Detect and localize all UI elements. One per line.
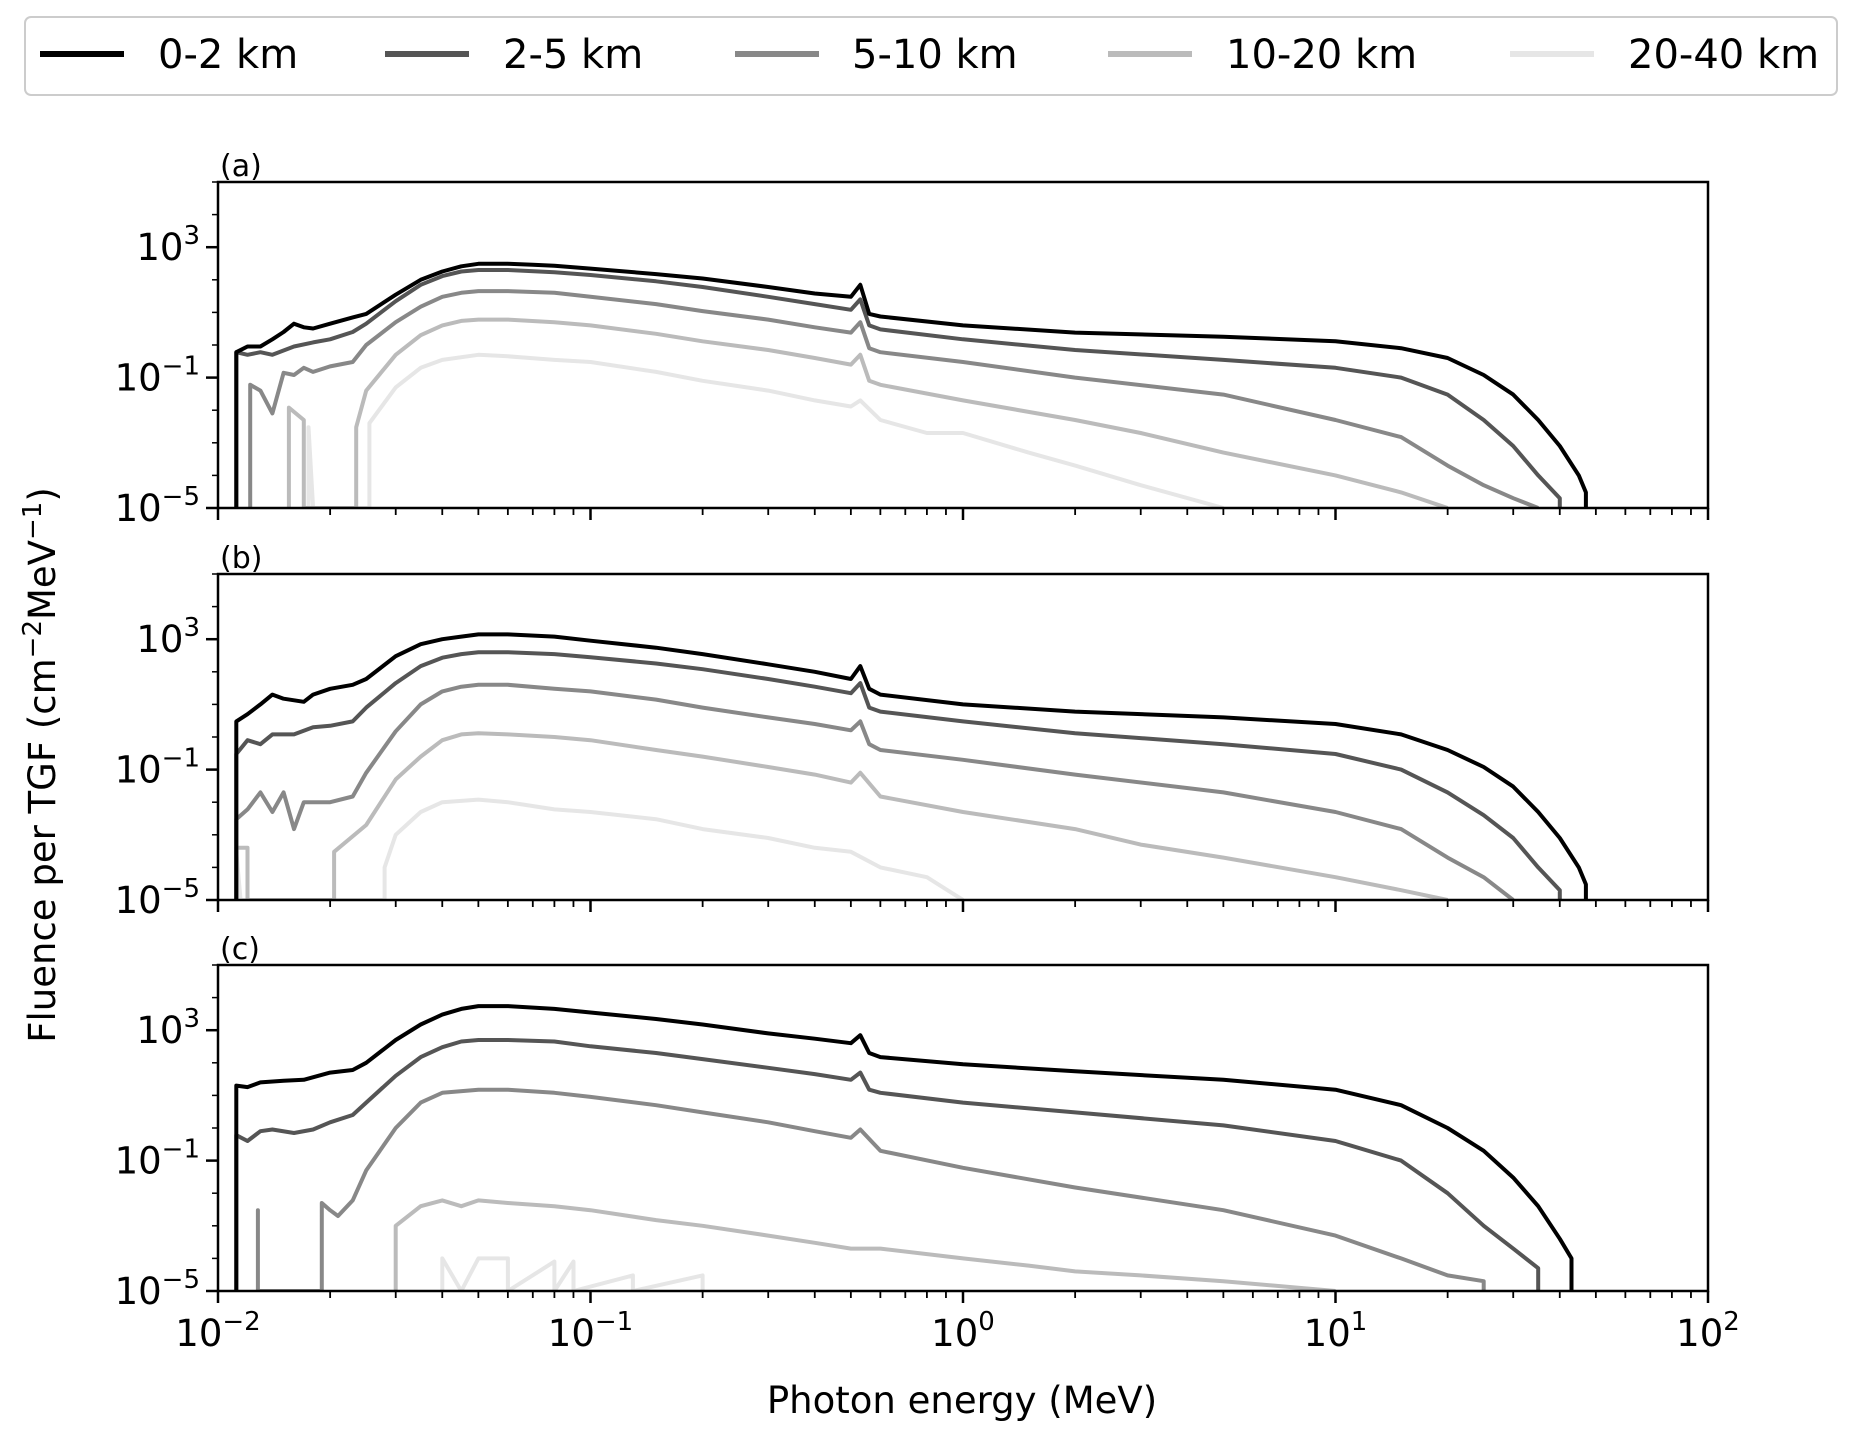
y-tick-label: 103 xyxy=(136,1004,200,1052)
legend-label-0: 0-2 km xyxy=(158,32,298,78)
series-line-2-5-km xyxy=(234,268,1562,508)
x-tick-label: 10−2 xyxy=(175,1307,260,1355)
panel-1: (b) 10−5 10−1 103 xyxy=(115,541,1710,922)
x-tick-label: 100 xyxy=(931,1307,995,1355)
plot-area xyxy=(234,261,1588,509)
panel-label: (b) xyxy=(220,541,262,576)
y-tick-label: 10−1 xyxy=(115,352,200,400)
y-tick-label: 10−1 xyxy=(115,744,200,792)
axes-frame xyxy=(216,572,1710,902)
series-line-0-2-km xyxy=(234,632,1588,900)
panel-0: (a) 10−5 10−1 103 xyxy=(115,149,1710,530)
panel-label: (c) xyxy=(220,932,260,967)
x-tick-label: 10−1 xyxy=(548,1307,633,1355)
panels: (a) 10−5 10−1 103 (b) 10−5 10−1 103 (c) 10−5 10−1 1… xyxy=(115,149,1740,1355)
series-line-0-2-km xyxy=(234,261,1588,508)
series-line-2-5-km xyxy=(234,1038,1541,1291)
series-line-20-40-km xyxy=(234,797,965,901)
y-axis-label: Fluence per TGF (cm−2MeV−1) xyxy=(18,487,64,1043)
series-line-5-10-km xyxy=(255,1087,1486,1292)
panel-label: (a) xyxy=(220,149,262,184)
y-tick-label: 10−1 xyxy=(115,1135,200,1183)
series-line-10-20-km xyxy=(286,317,1449,509)
y-tick-label: 103 xyxy=(136,221,200,269)
y-tick-label: 10−5 xyxy=(115,874,200,922)
plot-area xyxy=(234,1004,1574,1292)
legend: 0-2 km 2-5 km 5-10 km 10-20 km 20-40 km xyxy=(24,16,1838,96)
series-line-0-2-km xyxy=(234,1004,1574,1291)
series-line-20-40-km xyxy=(440,1256,705,1292)
x-tick-label: 102 xyxy=(1676,1307,1740,1355)
y-tick-label: 10−5 xyxy=(115,1265,200,1313)
panel-2: (c) 10−5 10−1 103 10−2 10−1 100 101 102 xyxy=(115,932,1740,1355)
series-line-20-40-km xyxy=(306,352,1224,509)
legend-label-2: 5-10 km xyxy=(852,32,1018,78)
x-tick-label: 101 xyxy=(1304,1307,1368,1355)
series-line-10-20-km xyxy=(234,731,1449,901)
legend-label-4: 20-40 km xyxy=(1628,32,1819,78)
series-line-5-10-km xyxy=(234,682,1515,901)
legend-label-1: 2-5 km xyxy=(503,32,643,78)
plot-area xyxy=(234,632,1588,901)
series-line-10-20-km xyxy=(393,1198,1336,1292)
series-line-5-10-km xyxy=(248,289,1539,509)
y-tick-label: 103 xyxy=(136,613,200,661)
series-line-2-5-km xyxy=(234,650,1562,900)
x-axis-label: Photon energy (MeV) xyxy=(767,1379,1157,1422)
legend-frame xyxy=(24,16,1838,96)
legend-label-3: 10-20 km xyxy=(1226,32,1417,78)
y-tick-label: 10−5 xyxy=(115,482,200,530)
axes-frame xyxy=(216,180,1710,510)
